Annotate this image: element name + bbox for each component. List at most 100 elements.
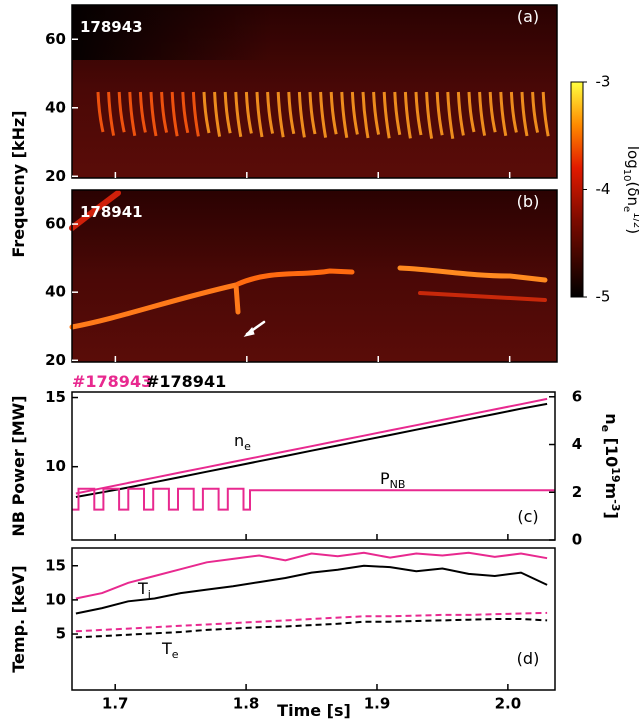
series-line <box>75 402 548 498</box>
panel-label: (c) <box>517 507 538 526</box>
label-part: T <box>161 639 172 658</box>
y2-tick-label: 4 <box>572 435 582 453</box>
label-part: T <box>137 579 148 598</box>
mode-chirp <box>456 91 465 136</box>
y2-tick-label: 6 <box>572 387 582 405</box>
series-line <box>72 487 555 511</box>
plot-frame <box>71 391 556 541</box>
mode-chirp <box>255 91 264 138</box>
shot-label: 178941 <box>80 203 143 221</box>
mode-chirp <box>393 91 402 136</box>
series-line <box>75 397 548 495</box>
series-line <box>75 564 548 615</box>
mode-chirp <box>107 91 116 136</box>
y-tick-label: 10 <box>45 457 66 475</box>
mode-chirp <box>276 91 285 138</box>
mode-track <box>235 268 355 287</box>
mode-chirp <box>446 91 455 140</box>
mode-chirp <box>372 91 381 135</box>
y-tick-label: 10 <box>45 590 66 608</box>
mode-chirp <box>170 91 179 137</box>
y-tick-label: 20 <box>45 167 66 185</box>
mode-chirp <box>403 91 412 139</box>
mode-track <box>69 190 121 231</box>
arrow-head <box>243 327 255 337</box>
mode-chirp <box>478 91 487 136</box>
shot-label: 178943 <box>80 18 143 36</box>
series-line <box>75 551 548 600</box>
mode-chirp <box>425 91 434 139</box>
spectrogram-a-modes <box>96 91 550 140</box>
y-tick-label: 40 <box>45 283 66 301</box>
label-part: e <box>172 648 179 661</box>
mode-chirp <box>202 91 211 134</box>
plot-frame <box>71 189 558 363</box>
legend-entry: #178941 <box>146 372 226 391</box>
mode-chirp <box>319 91 328 138</box>
label-part: -3 <box>609 499 622 511</box>
mode-chirp <box>191 91 200 137</box>
mode-chirp <box>160 91 169 133</box>
colorbar-tick-label: -3 <box>596 73 611 91</box>
label-part: (δn <box>624 181 639 206</box>
label-part: [10 <box>602 432 621 467</box>
mode-chirp <box>213 91 222 137</box>
mode-chirp <box>266 91 275 134</box>
label-part: e <box>621 206 632 212</box>
mode-chirp <box>541 91 550 137</box>
y2-tick-label: 0 <box>572 531 582 549</box>
y-tick-label: 40 <box>45 98 66 116</box>
legend-entry: #178943 <box>72 372 152 391</box>
series-line <box>75 618 548 639</box>
y-axis-label: Temp. [keV] <box>9 565 28 672</box>
annotation: PNB <box>380 469 405 491</box>
colorbar <box>570 81 584 298</box>
mode-chirp <box>308 91 317 135</box>
mode-chirp <box>467 91 476 133</box>
label-part: e <box>599 425 612 432</box>
mode-chirp <box>287 91 296 135</box>
mode-chirp <box>520 91 529 137</box>
mode-chirp <box>244 91 253 134</box>
y-tick-label: 20 <box>45 351 66 369</box>
mode-chirp <box>488 91 497 133</box>
colorbar-tick-label: -4 <box>596 180 611 198</box>
x-axis-label: Time [s] <box>277 701 351 720</box>
mode-track <box>397 265 548 283</box>
y-tick-label: 5 <box>56 625 66 643</box>
panel-label: (d) <box>517 649 540 668</box>
mode-chirp <box>297 91 306 138</box>
mode-chirp <box>435 91 444 136</box>
mode-chirp <box>509 91 518 133</box>
mode-chirp <box>234 91 243 138</box>
x-tick-label: 1.9 <box>364 695 391 713</box>
mode-chirp <box>181 91 190 134</box>
series-line <box>75 611 548 633</box>
y-tick-label: 60 <box>45 30 66 48</box>
mode-chirp <box>149 91 158 137</box>
annotation: Ti <box>137 579 151 601</box>
y-tick-label: 15 <box>45 556 66 574</box>
label-part: 1/2 <box>631 212 639 228</box>
mode-chirp <box>499 91 508 137</box>
mode-track <box>69 281 241 330</box>
mode-chirp <box>128 91 137 137</box>
mode-chirp <box>340 91 349 139</box>
annotation: ne <box>234 431 251 453</box>
label-part: NB <box>390 478 406 491</box>
label-part: e <box>244 440 251 453</box>
mode-chirp <box>350 91 359 135</box>
y-tick-label: 60 <box>45 215 66 233</box>
y-tick-label: 15 <box>45 388 66 406</box>
label-part: P <box>380 469 390 488</box>
y2-axis-label: ne [1019m-3] <box>599 413 622 519</box>
y-axis-label: Frequecny [kHz] <box>9 110 28 257</box>
plot-frame <box>71 4 558 179</box>
label-part: n <box>602 413 621 424</box>
label-part: ) <box>624 228 639 234</box>
mode-chirp <box>117 91 126 133</box>
annotation: Te <box>161 639 179 661</box>
mode-chirp <box>361 91 370 139</box>
